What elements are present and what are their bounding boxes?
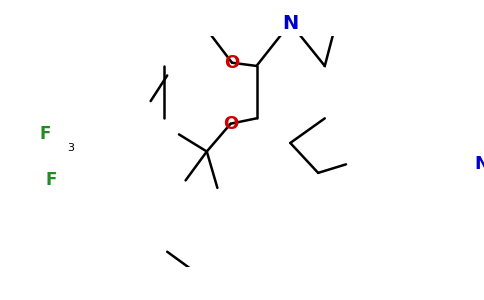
Text: O: O: [225, 54, 240, 72]
Text: O: O: [223, 115, 238, 133]
Text: NH: NH: [474, 155, 484, 173]
Text: N: N: [282, 14, 299, 33]
Text: F: F: [46, 171, 57, 189]
Text: 3: 3: [67, 143, 74, 153]
Text: F: F: [39, 125, 51, 143]
